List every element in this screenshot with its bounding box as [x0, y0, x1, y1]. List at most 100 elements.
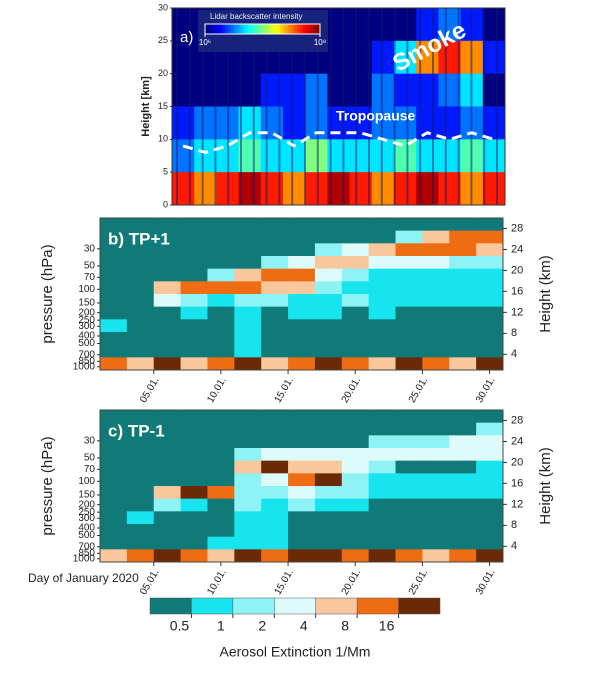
- heat-cell: [153, 218, 182, 232]
- heat-cell: [394, 139, 417, 173]
- y2-tick-label: 4: [511, 540, 517, 552]
- heat-cell: [153, 524, 182, 538]
- heat-cell: [288, 230, 316, 244]
- heat-cell: [422, 460, 450, 474]
- heat-cell: [368, 256, 397, 270]
- heat-cell: [207, 357, 235, 371]
- y-axis-label: pressure (hPa): [39, 436, 56, 535]
- heat-cell: [172, 73, 195, 107]
- heat-cell: [449, 460, 477, 474]
- heat-cell: [153, 230, 182, 244]
- x-tick-label: 15.01.: [273, 375, 296, 405]
- heat-cell: [153, 332, 182, 346]
- colorbar-cell: [291, 24, 295, 34]
- heat-cell: [482, 8, 506, 42]
- heat-cell: [314, 422, 343, 436]
- data-gap: [406, 8, 409, 205]
- colorbar-cell: [230, 24, 235, 34]
- heat-cell: [261, 281, 289, 295]
- heat-cell: [395, 448, 423, 462]
- heat-cell: [288, 498, 316, 512]
- heat-cell: [153, 256, 182, 270]
- heat-cell: [261, 332, 289, 346]
- colorbar-cell: [233, 24, 238, 34]
- data-gap: [393, 8, 396, 205]
- heat-cell: [449, 319, 477, 333]
- heat-cell: [207, 498, 235, 512]
- y2-tick-label: 8: [511, 519, 517, 531]
- heat-cell: [207, 524, 235, 538]
- heat-cell: [305, 73, 328, 107]
- heat-cell: [368, 549, 397, 563]
- data-gap: [252, 8, 255, 205]
- heat-cell: [234, 536, 262, 550]
- data-gap: [444, 8, 447, 205]
- heat-cell: [180, 422, 208, 436]
- heat-cell: [153, 473, 182, 487]
- heat-cell: [288, 549, 316, 563]
- heat-cell: [100, 306, 128, 320]
- panel-title: c) TP-1: [108, 421, 165, 440]
- heat-cell: [394, 172, 417, 206]
- heat-cell: [100, 332, 128, 346]
- heat-cell: [180, 486, 208, 500]
- heat-cell: [288, 357, 316, 371]
- heat-cell: [476, 410, 504, 424]
- heat-cell: [100, 460, 128, 474]
- heat-cell: [422, 344, 450, 358]
- colorbar-cell: [268, 24, 272, 34]
- heat-cell: [476, 357, 504, 371]
- heat-cell: [314, 344, 343, 358]
- colorbar-cell: [210, 24, 215, 34]
- heat-cell: [261, 218, 289, 232]
- data-gap: [265, 8, 268, 205]
- heat-cell: [234, 319, 262, 333]
- colorbar-cell: [253, 24, 258, 34]
- x-tick-label: 15.01.: [273, 567, 296, 597]
- heat-cell: [100, 511, 128, 525]
- heat-cell: [395, 422, 423, 436]
- heat-cell: [234, 256, 262, 270]
- heat-cell: [438, 139, 462, 173]
- heat-cell: [422, 498, 450, 512]
- frame: [99, 217, 504, 371]
- colorbar-cell: [259, 24, 263, 34]
- heat-cell: [341, 498, 370, 512]
- heat-cell: [126, 498, 155, 512]
- heat-cell: [305, 139, 328, 173]
- y-tick-label: 700: [78, 541, 95, 552]
- heat-cell: [449, 410, 477, 424]
- y-tick-label: 0: [163, 199, 168, 209]
- heat-cell: [153, 422, 182, 436]
- heat-cell: [368, 524, 397, 538]
- heat-cell: [288, 536, 316, 550]
- heat-cell: [207, 486, 235, 500]
- heat-cell: [180, 498, 208, 512]
- heat-cell: [100, 549, 128, 563]
- heat-cell: [395, 218, 423, 232]
- heat-cell: [395, 256, 423, 270]
- data-gap: [368, 8, 370, 205]
- heat-cell: [153, 319, 182, 333]
- heat-cell: [100, 473, 128, 487]
- colorbar-tick-label: 8: [341, 618, 349, 634]
- heat-cell: [422, 319, 450, 333]
- colorbar-cell: [356, 597, 399, 615]
- colorbar-tick-label: 10⁸: [314, 38, 326, 47]
- colorbar-cell: [205, 24, 209, 34]
- heat-cell: [261, 410, 289, 424]
- heat-cell: [126, 281, 155, 295]
- heat-cell: [126, 422, 155, 436]
- heat-cell: [341, 422, 370, 436]
- colorbar-title: Lidar backscatter intensity: [210, 12, 303, 21]
- data-gap: [304, 8, 306, 205]
- colorbar-cell: [398, 597, 441, 615]
- y2-tick-label: 8: [511, 327, 517, 339]
- heat-cell: [153, 410, 182, 424]
- heat-cell: [261, 524, 289, 538]
- heat-cell: [314, 435, 343, 449]
- heat-cell: [449, 306, 477, 320]
- colorbar-cell: [282, 24, 286, 34]
- heat-cell: [449, 524, 477, 538]
